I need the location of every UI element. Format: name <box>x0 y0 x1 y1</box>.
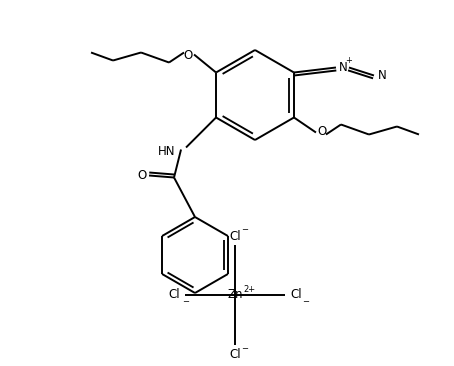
Text: Cl: Cl <box>229 229 241 243</box>
Text: O: O <box>317 125 326 138</box>
Text: −: − <box>182 298 189 306</box>
Text: O: O <box>138 169 147 182</box>
Text: −: − <box>302 298 310 306</box>
Text: HN: HN <box>158 145 175 158</box>
Text: 2+: 2+ <box>243 284 255 294</box>
Text: Zn: Zn <box>227 288 243 302</box>
Text: +: + <box>345 56 352 65</box>
Text: Cl: Cl <box>229 347 241 361</box>
Text: N: N <box>339 61 347 74</box>
Text: N: N <box>378 69 386 82</box>
Text: Cl: Cl <box>290 288 302 302</box>
Text: O: O <box>183 49 192 62</box>
Text: −: − <box>242 225 248 235</box>
Text: −: − <box>242 344 248 354</box>
Text: Cl: Cl <box>168 288 180 302</box>
